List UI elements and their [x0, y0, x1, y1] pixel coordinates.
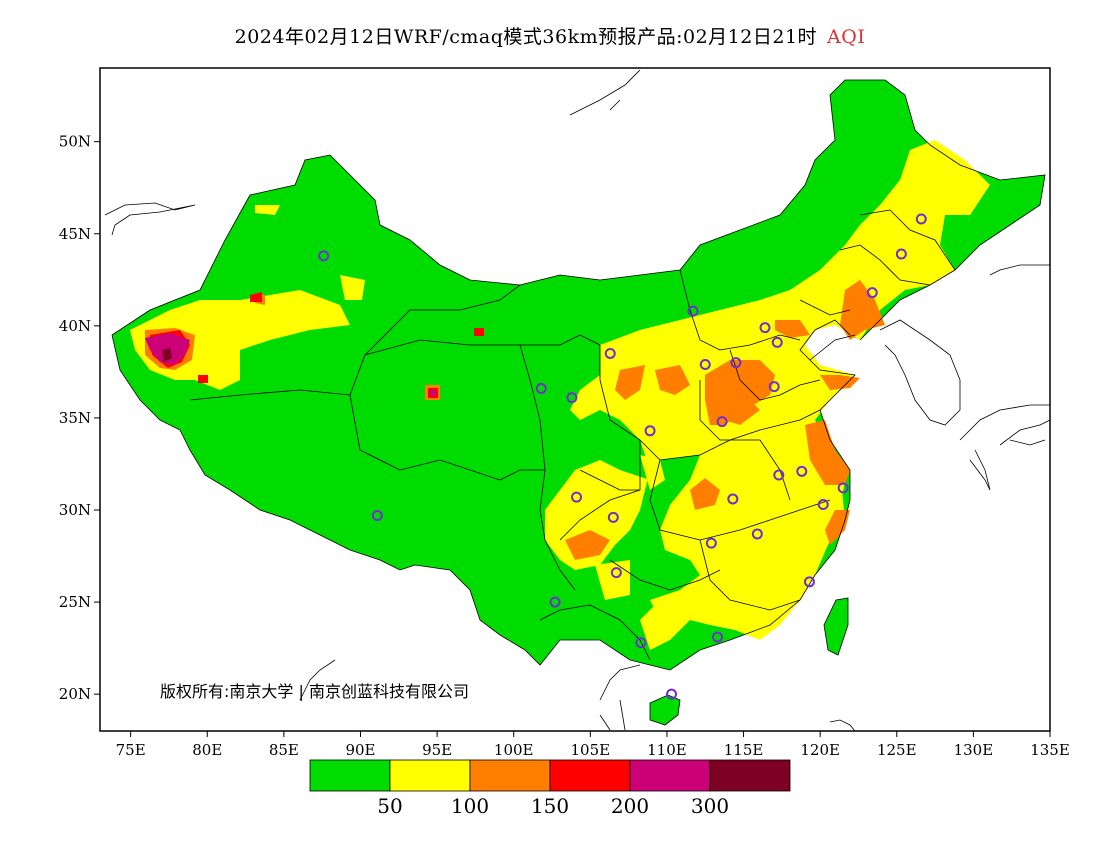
station-marker: [371, 510, 383, 522]
station-marker: [895, 248, 907, 260]
legend-label: 150: [531, 794, 569, 818]
station-marker: [837, 482, 849, 494]
station-marker: [571, 491, 583, 503]
station-marker: [712, 631, 723, 643]
lon-tick-label: 80E: [192, 741, 222, 759]
legend-label: 100: [451, 794, 489, 818]
lat-tick-label: 30N: [59, 501, 91, 519]
map-frame: [99, 67, 1051, 732]
legend-swatch: [709, 759, 791, 792]
lon-tick-label: 130E: [954, 741, 994, 759]
lon-tick-label: 75E: [116, 741, 146, 759]
lon-tick-label: 85E: [269, 741, 299, 759]
station-marker: [866, 287, 878, 299]
station-marker: [759, 322, 771, 334]
station-marker: [644, 425, 656, 437]
neighbor-coastlines: [104, 69, 1050, 731]
station-marker: [687, 305, 699, 317]
station-marker: [635, 637, 647, 649]
longitude-axis: 75E 80E 85E 90E 95E 100E 105E 110E 115E 120E 125E 1…: [116, 731, 1070, 759]
lat-tick-label: 20N: [59, 685, 91, 703]
lon-tick-label: 100E: [494, 741, 534, 759]
lon-tick-label: 105E: [571, 741, 611, 759]
station-marker: [699, 359, 711, 371]
station-marker: [796, 465, 808, 477]
station-marker: [666, 688, 678, 700]
station-marker: [771, 336, 783, 348]
legend-swatch: [389, 759, 471, 792]
station-marker: [535, 382, 547, 394]
lon-tick-label: 135E: [1030, 741, 1070, 759]
station-marker: [768, 381, 780, 393]
station-markers: [318, 213, 927, 700]
map-title: 2024年02月12日WRF/cmaq模式36km预报产品:02月12日21时 A…: [0, 22, 1100, 49]
aqi-maroon-zone: [162, 348, 172, 362]
station-marker: [610, 567, 622, 579]
aqi-legend: 50 100 150 200 300: [309, 759, 791, 818]
lat-tick-label: 40N: [59, 317, 91, 335]
hainan-region: [650, 695, 680, 725]
taiwan-region: [824, 598, 848, 655]
taiwan-outline: [823, 597, 849, 656]
station-marker: [318, 250, 330, 262]
legend-swatch: [549, 759, 631, 792]
legend-label: 50: [377, 794, 402, 818]
lon-tick-label: 115E: [724, 741, 764, 759]
legend-label: 200: [611, 794, 649, 818]
copyright-text: 版权所有:南京大学 | 南京创蓝科技有限公司: [160, 682, 469, 701]
lat-tick-label: 50N: [59, 133, 91, 151]
lon-tick-label: 95E: [422, 741, 452, 759]
station-marker: [751, 528, 763, 540]
station-marker: [604, 347, 616, 359]
legend-label: 300: [691, 794, 729, 818]
station-marker: [716, 416, 728, 428]
station-marker: [915, 213, 927, 225]
title-text: 2024年02月12日WRF/cmaq模式36km预报产品:02月12日21时: [234, 26, 818, 48]
station-marker: [549, 596, 561, 608]
station-marker: [566, 392, 578, 404]
station-marker: [803, 576, 815, 588]
boundary-lines: [111, 79, 1046, 671]
station-marker: [727, 493, 739, 505]
title-variable: AQI: [827, 26, 866, 48]
lon-tick-label: 110E: [647, 741, 687, 759]
station-marker: [607, 511, 619, 523]
lon-tick-label: 120E: [800, 741, 840, 759]
lat-tick-label: 35N: [59, 409, 91, 427]
legend-swatch: [309, 759, 391, 792]
station-marker: [817, 498, 829, 510]
legend-swatch: [469, 759, 551, 792]
lon-tick-label: 90E: [345, 741, 375, 759]
lat-tick-label: 25N: [59, 593, 91, 611]
lat-tick-label: 45N: [59, 225, 91, 243]
legend-swatch: [629, 759, 711, 792]
station-marker: [730, 357, 742, 369]
station-marker: [773, 469, 785, 481]
latitude-axis: 50N 45N 40N 35N 30N 25N 20N: [59, 133, 100, 703]
map-layer: [104, 69, 1050, 731]
lon-tick-label: 125E: [877, 741, 917, 759]
station-marker: [705, 537, 717, 549]
